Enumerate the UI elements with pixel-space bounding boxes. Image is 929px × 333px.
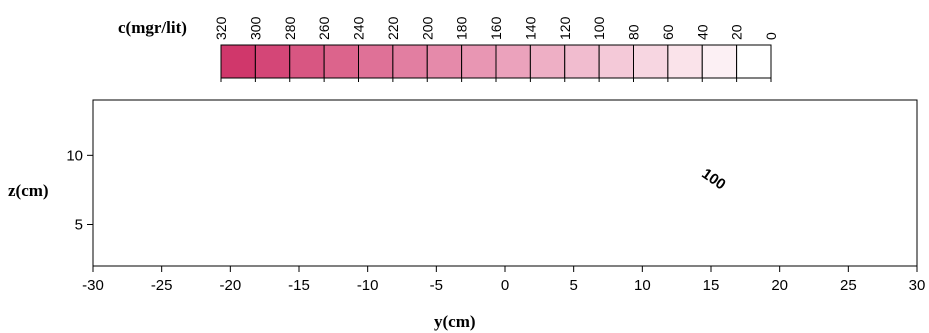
legend-swatch bbox=[701, 44, 738, 79]
x-tick-label: 10 bbox=[634, 277, 651, 294]
legend-level-label: 240 bbox=[351, 16, 367, 40]
legend-color-bar bbox=[220, 44, 772, 79]
legend-swatch bbox=[392, 44, 428, 79]
x-axis-label: y(cm) bbox=[434, 312, 476, 331]
legend-level-label: 40 bbox=[694, 24, 710, 40]
y-axis: 5 10 bbox=[66, 147, 93, 234]
x-tick-label: 30 bbox=[909, 277, 926, 294]
x-tick-label: -25 bbox=[151, 277, 173, 294]
legend-swatch bbox=[254, 44, 291, 79]
legend-level-label: 260 bbox=[316, 16, 332, 40]
y-tick-label: 10 bbox=[66, 147, 83, 164]
legend-level-label: 60 bbox=[660, 24, 676, 40]
legend-level-label: 180 bbox=[454, 16, 470, 40]
legend-level-label: 200 bbox=[419, 16, 435, 40]
legend-swatch bbox=[598, 44, 634, 79]
legend-level-label: 0 bbox=[763, 32, 779, 40]
x-tick-label: 20 bbox=[771, 277, 788, 294]
x-tick-label: 15 bbox=[703, 277, 720, 294]
legend-swatch bbox=[633, 44, 669, 79]
legend-level-label: 320 bbox=[213, 16, 229, 40]
legend-swatch bbox=[461, 44, 497, 79]
legend-swatch bbox=[495, 44, 531, 79]
legend-title: c(mgr/lit) bbox=[118, 18, 187, 37]
legend-level-label: 280 bbox=[282, 16, 298, 40]
contour-fill bbox=[93, 100, 917, 266]
legend-level-label: 300 bbox=[247, 16, 263, 40]
legend-swatch bbox=[289, 44, 325, 79]
x-tick-label: -15 bbox=[288, 277, 310, 294]
legend-swatch bbox=[426, 44, 463, 79]
x-axis: -30 -25 -20 -15 -10 -5 0 5 10 15 20 25 30 bbox=[82, 266, 925, 294]
y-axis-label: z(cm) bbox=[8, 181, 49, 200]
legend-tick-marks bbox=[220, 78, 772, 82]
legend-swatch bbox=[564, 44, 600, 79]
x-tick-label: 25 bbox=[840, 277, 857, 294]
legend-level-label: 140 bbox=[522, 16, 538, 40]
x-tick-label: 5 bbox=[569, 277, 577, 294]
legend-level-label: 20 bbox=[729, 24, 745, 40]
legend-level-label: 160 bbox=[488, 16, 504, 40]
legend-level-label: 100 bbox=[591, 16, 607, 40]
legend-level-label: 120 bbox=[557, 16, 573, 40]
legend-swatch bbox=[529, 44, 566, 79]
x-tick-label: -5 bbox=[430, 277, 443, 294]
legend-swatch bbox=[220, 44, 256, 79]
x-tick-label: 0 bbox=[501, 277, 509, 294]
legend-swatch bbox=[358, 44, 394, 79]
legend-swatch bbox=[736, 44, 772, 79]
x-tick-label: -10 bbox=[357, 277, 379, 294]
legend-swatch bbox=[667, 44, 703, 79]
x-tick-label: -20 bbox=[219, 277, 241, 294]
x-tick-label: -30 bbox=[82, 277, 104, 294]
legend-tick-labels: 320 300 280 260 240 220 200 180 160 140 120 100 80 60… bbox=[213, 16, 779, 40]
legend-level-label: 80 bbox=[626, 24, 642, 40]
y-tick-label: 5 bbox=[75, 217, 83, 234]
legend-level-label: 220 bbox=[385, 16, 401, 40]
legend-swatch bbox=[323, 44, 359, 79]
